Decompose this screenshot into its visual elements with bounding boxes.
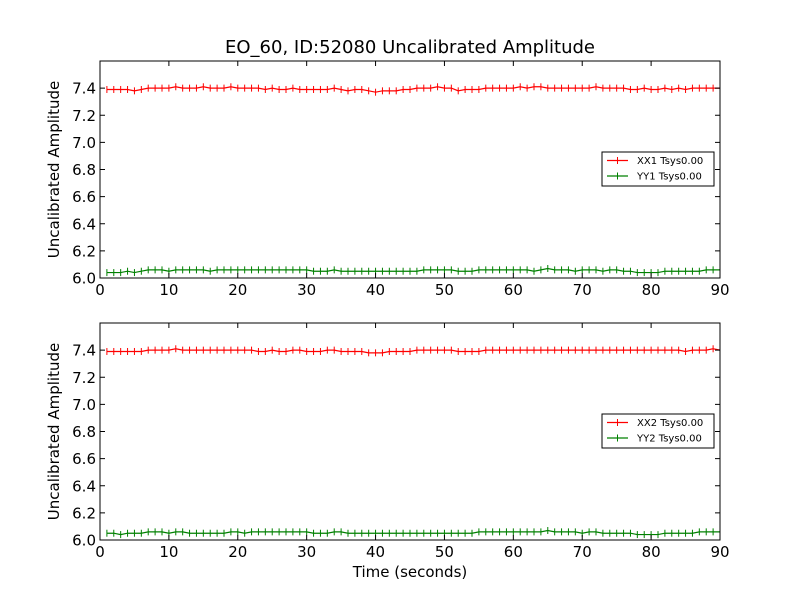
- legend-label-2: YY1 Tsys0.00: [636, 172, 702, 183]
- y-tick-label: 7.4: [72, 80, 96, 98]
- y-tick-label: 6.4: [72, 215, 96, 233]
- x-tick-label: 30: [297, 543, 316, 561]
- y-axis-label: Uncalibrated Amplitude: [45, 343, 63, 520]
- legend-label-1: XX2 Tsys0.00: [637, 418, 703, 429]
- y-tick-label: 6.0: [72, 532, 96, 550]
- x-tick-label: 60: [504, 281, 523, 299]
- plot-frame: [99, 322, 721, 541]
- legend: XX1 Tsys0.00 YY1 Tsys0.00: [601, 151, 715, 187]
- series-line-1: [106, 86, 720, 93]
- y-tick-label: 6.4: [72, 477, 96, 495]
- legend-label-2: YY2 Tsys0.00: [636, 434, 702, 445]
- x-tick-label: 70: [573, 543, 592, 561]
- x-tick-label: 10: [159, 543, 178, 561]
- x-tick-label: 40: [366, 543, 385, 561]
- y-tick-label: 6.2: [72, 504, 96, 522]
- x-tick-label: 50: [435, 281, 454, 299]
- x-tick-label: 90: [710, 281, 729, 299]
- x-tick-label: 50: [435, 543, 454, 561]
- y-tick-label: 7.0: [72, 396, 96, 414]
- x-tick-label: 90: [710, 543, 729, 561]
- series-line-2: [106, 529, 720, 536]
- y-tick-label: 7.2: [72, 369, 96, 387]
- x-axis-label: Time (seconds): [352, 563, 468, 581]
- y-tick-label: 6.8: [72, 423, 96, 441]
- x-tick-label: 20: [228, 543, 247, 561]
- x-tick-label: 20: [228, 281, 247, 299]
- legend: XX2 Tsys0.00 YY2 Tsys0.00: [601, 413, 715, 449]
- y-tick-label: 7.2: [72, 107, 96, 125]
- x-tick-label: 80: [642, 543, 661, 561]
- x-tick-label: 0: [95, 543, 105, 561]
- y-tick-label: 6.8: [72, 161, 96, 179]
- x-tick-label: 40: [366, 281, 385, 299]
- legend-box: [601, 413, 715, 449]
- series-line-2: [106, 267, 720, 274]
- y-tick-label: 6.0: [72, 270, 96, 288]
- plot-frame: [99, 60, 721, 279]
- y-tick-label: 7.4: [72, 342, 96, 360]
- x-tick-label: 70: [573, 281, 592, 299]
- legend-label-1: XX1 Tsys0.00: [637, 156, 703, 167]
- y-tick-label: 6.6: [72, 450, 96, 468]
- series-line-1: [106, 348, 721, 354]
- figure-title: EO_60, ID:52080 Uncalibrated Amplitude: [225, 37, 595, 58]
- y-axis-label: Uncalibrated Amplitude: [45, 81, 63, 258]
- x-tick-label: 30: [297, 281, 316, 299]
- legend-box: [601, 151, 715, 187]
- x-tick-label: 80: [642, 281, 661, 299]
- y-tick-label: 7.0: [72, 134, 96, 152]
- x-tick-label: 10: [159, 281, 178, 299]
- plot-panel-2: 0 10 20 30 40 50 60 70 80 90 6.0 6.2 6.4 6.6 6.8 7.0 7.2…: [45, 322, 730, 561]
- y-tick-label: 6.6: [72, 188, 96, 206]
- x-tick-label: 60: [504, 543, 523, 561]
- x-tick-label: 0: [95, 281, 105, 299]
- y-tick-label: 6.2: [72, 242, 96, 260]
- plot-panel-1: 0 10 20 30 40 50 60 70 80 90 6.0 6.2 6.4 6.6 6.8 7.0 7.2…: [45, 60, 730, 299]
